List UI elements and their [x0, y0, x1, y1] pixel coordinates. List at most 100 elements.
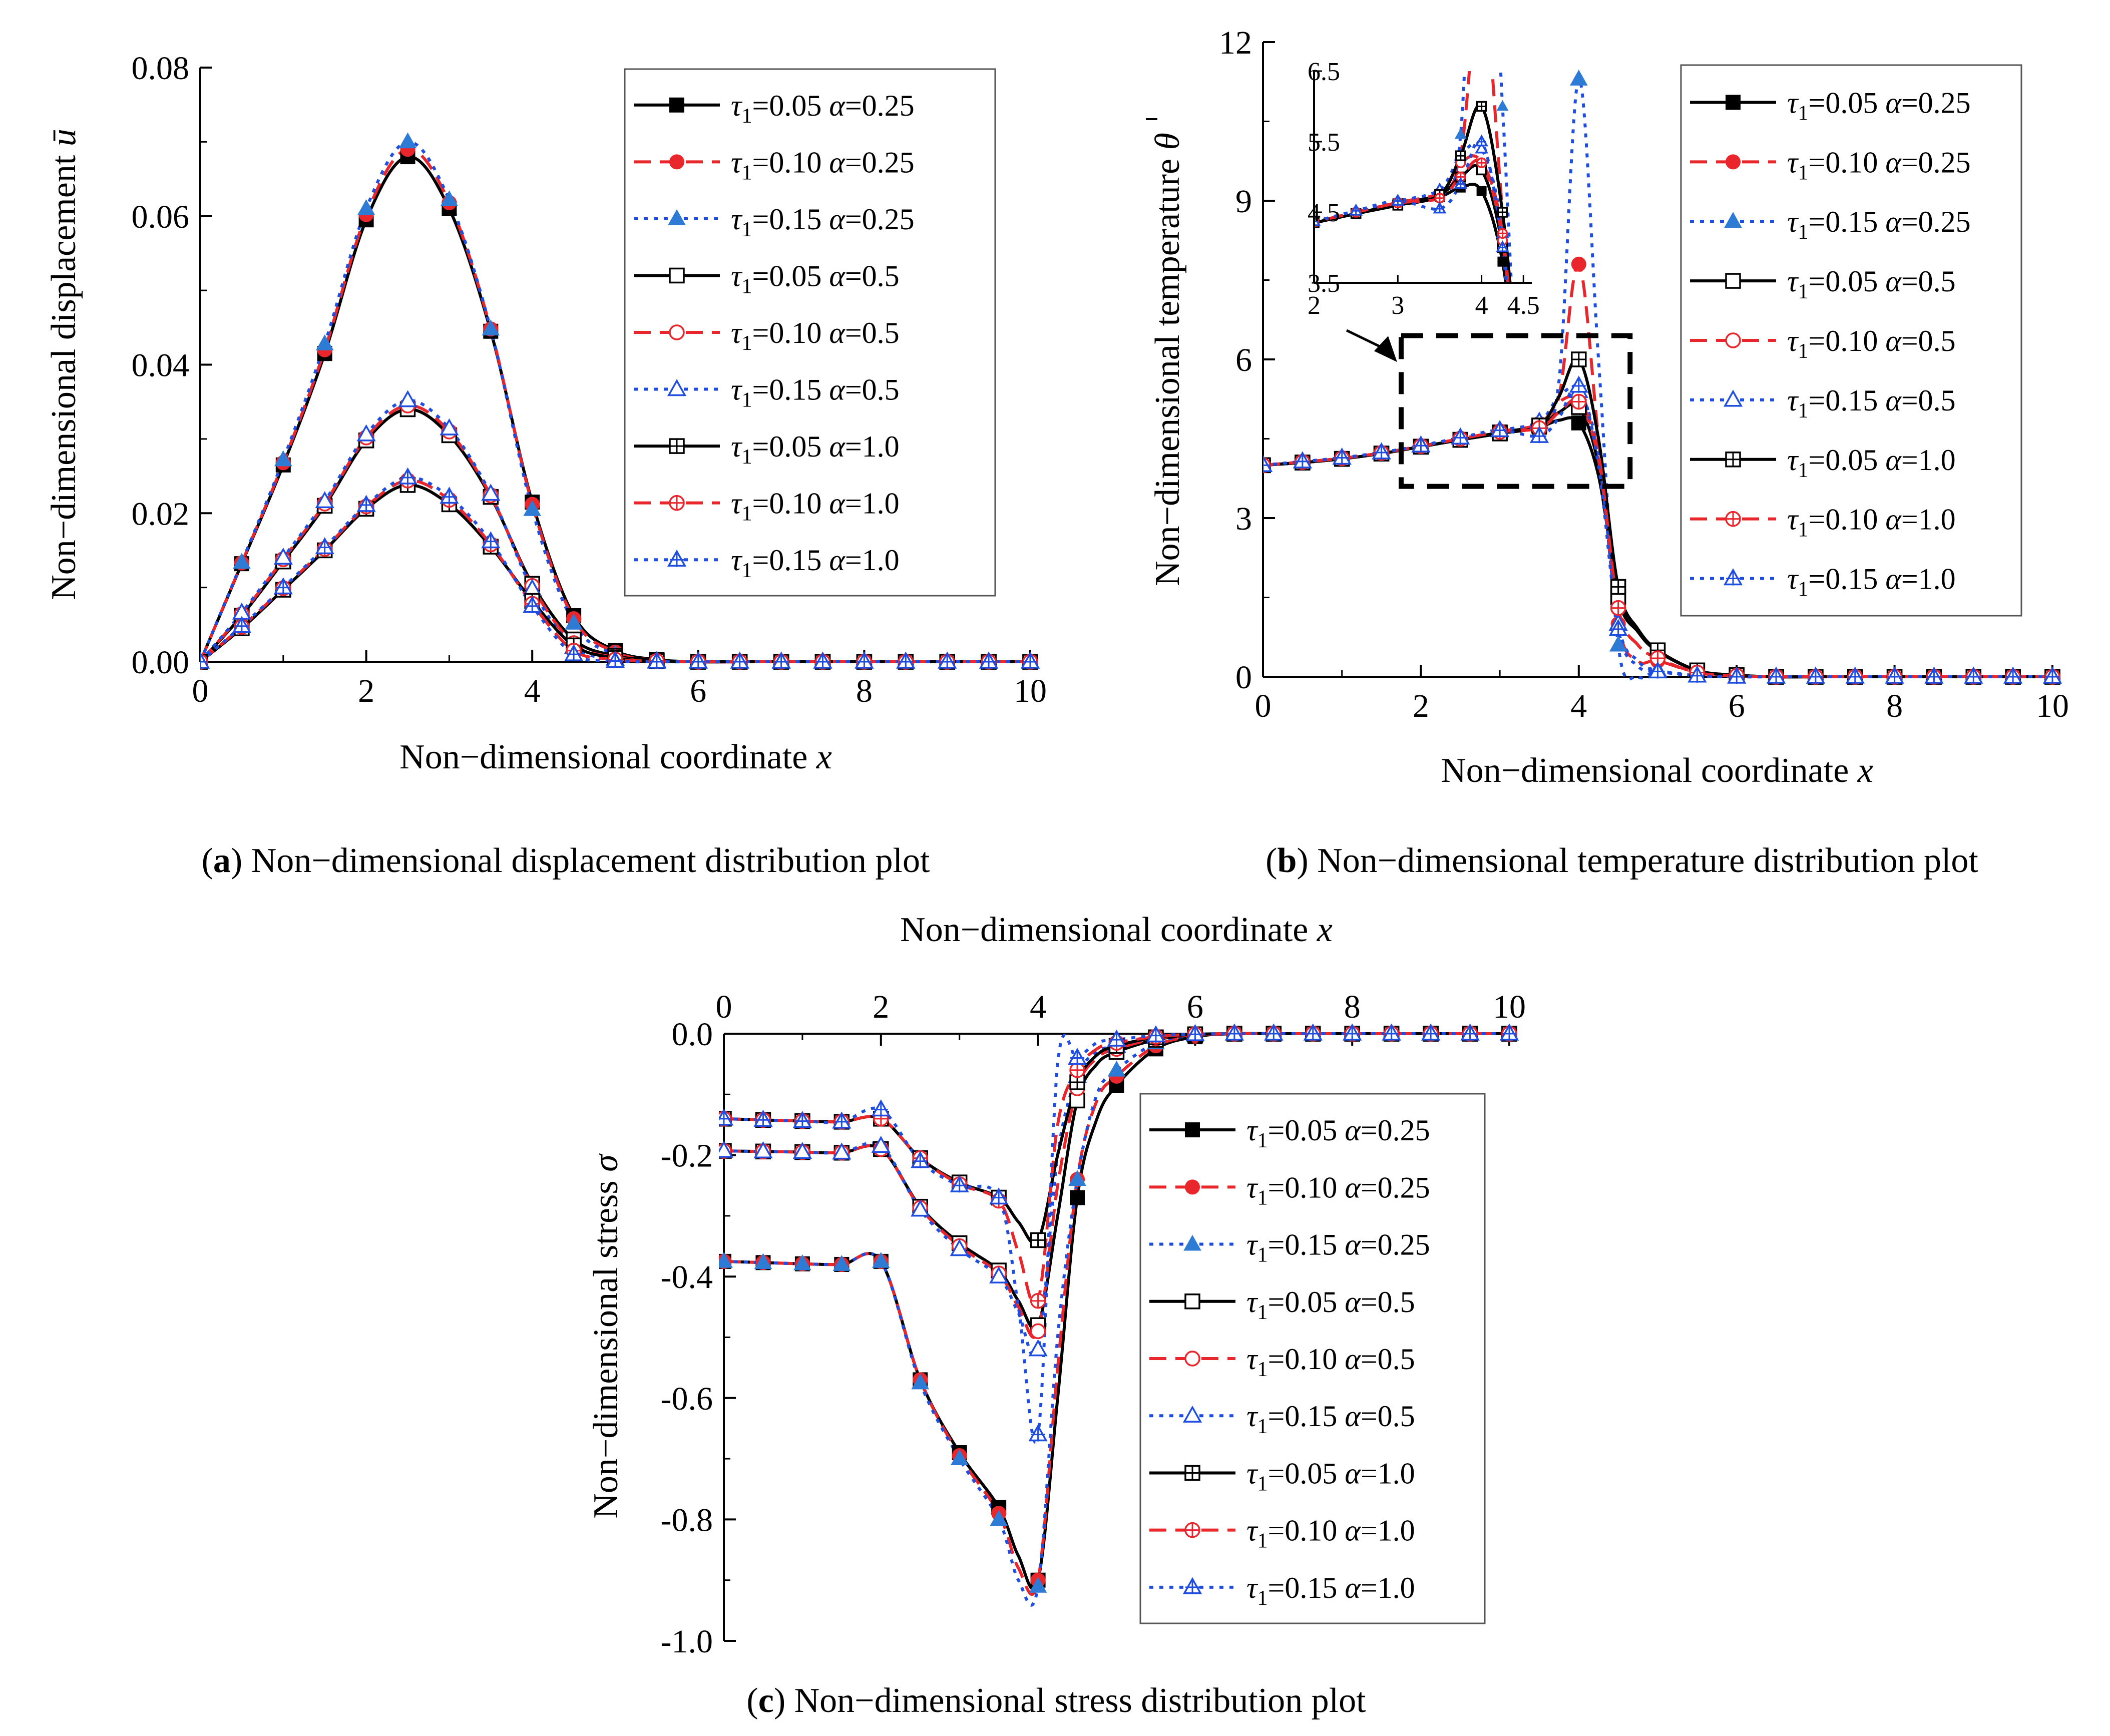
marker-triangle-filled — [357, 199, 375, 215]
legend-alpha-value: =0.25 — [845, 146, 915, 179]
y-axis-label-text: Non−dimensional temperature — [1148, 150, 1187, 586]
x-tick-label: 6 — [1187, 989, 1203, 1025]
y-tick-label: 0.04 — [132, 347, 190, 384]
marker-triangle-filled — [274, 450, 292, 467]
y-axis-label: Non−dimensional displacement ū — [45, 129, 83, 600]
legend-tau-value: =0.05 — [1268, 1285, 1345, 1319]
legend-alpha-symbol: α — [1345, 1571, 1361, 1604]
legend-alpha-value: =1.0 — [1361, 1457, 1415, 1490]
legend-item-2: τ1=0.10 α=0.25 — [1149, 1171, 1430, 1209]
legend-alpha-value: =0.25 — [1361, 1228, 1430, 1261]
x-tick-label: 0 — [192, 673, 209, 709]
legend-alpha-symbol: α — [829, 203, 846, 236]
legend-tau-symbol: τ — [1787, 324, 1799, 357]
legend-tau-subscript: 1 — [1798, 399, 1808, 422]
legend-tau-symbol: τ — [1246, 1171, 1258, 1204]
legend-tau-subscript: 1 — [741, 161, 752, 184]
legend-tau-symbol: τ — [731, 544, 743, 577]
marker-square-filled — [1497, 256, 1508, 267]
legend-alpha-symbol: α — [1885, 146, 1902, 179]
legend-tau-value: =0.05 — [752, 259, 829, 292]
legend-item-3: τ1=0.15 α=0.25 — [1690, 205, 1971, 244]
legend-tau-subscript: 1 — [741, 559, 752, 582]
marker-triangle-filled — [872, 1252, 890, 1268]
legend-item-7: τ1=0.05 α=1.0 — [1690, 444, 1956, 482]
inset-y-tick-label: 3.5 — [1308, 269, 1340, 298]
legend-tau-value: =0.05 — [1808, 444, 1885, 477]
legend-label: τ1=0.05 α=0.5 — [1787, 265, 1956, 303]
legend-item-4: τ1=0.05 α=0.5 — [634, 259, 900, 298]
marker-triangle-filled — [523, 500, 542, 516]
marker-circle-filled — [1571, 256, 1586, 272]
y-axis-variable: ū — [45, 129, 83, 146]
legend-tau-value: =0.15 — [1268, 1571, 1345, 1604]
legend-tau-subscript: 1 — [741, 105, 752, 128]
series-group — [719, 1024, 1519, 1607]
marker-triangle-filled — [233, 553, 251, 569]
x-tick-label: 0 — [716, 989, 732, 1025]
legend-alpha-symbol: α — [829, 316, 846, 349]
caption-letter: b — [1277, 841, 1297, 880]
caption-close: ) — [231, 841, 251, 880]
legend-item-7: τ1=0.05 α=1.0 — [1149, 1457, 1415, 1495]
caption-letter: a — [213, 841, 231, 880]
marker-triangle-open — [753, 1141, 773, 1158]
x-axis-label: Non−dimensional coordinate x — [1441, 751, 1873, 790]
x-tick-label: 4 — [1030, 989, 1046, 1025]
marker-triangle-filled — [565, 614, 583, 630]
legend-alpha-value: =0.25 — [1901, 86, 1971, 119]
legend-alpha-symbol: α — [1345, 1343, 1361, 1376]
marker-triangle-filled — [668, 209, 686, 225]
marker-triangle-cross — [1314, 214, 1321, 226]
x-tick-label: 2 — [358, 673, 374, 709]
legend-alpha-value: =0.5 — [845, 316, 900, 349]
legend-tau-subscript: 1 — [741, 503, 752, 526]
legend-label: τ1=0.05 α=1.0 — [1246, 1457, 1415, 1495]
legend-tau-symbol: τ — [1787, 444, 1799, 477]
legend-label: τ1=0.10 α=1.0 — [1787, 503, 1956, 542]
legend-tau-value: =0.10 — [1268, 1171, 1345, 1204]
legend-tau-symbol: τ — [731, 203, 743, 236]
x-tick-label: 10 — [1014, 673, 1047, 709]
legend-alpha-symbol: α — [1345, 1285, 1361, 1319]
legend-label: τ1=0.05 α=1.0 — [1787, 444, 1956, 482]
y-axis-label-text: Non−dimensional stress — [587, 1172, 625, 1519]
legend-item-6: τ1=0.15 α=0.5 — [1690, 384, 1956, 422]
caption-close: ) — [774, 1681, 794, 1720]
marker-triangle-filled — [1454, 128, 1467, 139]
series-line-9 — [723, 1032, 1509, 1444]
marker-triangle-open — [315, 491, 334, 509]
y-axis-variable: θ — [1148, 133, 1187, 150]
legend-tau-symbol: τ — [731, 373, 743, 406]
legend-tau-subscript: 1 — [741, 275, 752, 298]
legend-alpha-value: =0.25 — [1901, 146, 1971, 179]
legend-item-7: τ1=0.05 α=1.0 — [634, 430, 900, 469]
legend-item-3: τ1=0.15 α=0.25 — [634, 203, 915, 241]
legend-tau-symbol: τ — [1246, 1400, 1258, 1433]
marker-triangle-open — [792, 1142, 812, 1159]
x-tick-label: 2 — [1413, 688, 1429, 724]
legend-tau-subscript: 1 — [1798, 340, 1808, 363]
legend-tau-subscript: 1 — [1257, 1186, 1268, 1209]
legend-item-1: τ1=0.05 α=0.25 — [1149, 1114, 1430, 1152]
marker-triangle-open — [1028, 1339, 1048, 1357]
x-axis-label: Non−dimensional coordinate x — [399, 738, 832, 776]
legend-tau-symbol: τ — [731, 316, 743, 349]
legend-item-1: τ1=0.05 α=0.25 — [1690, 86, 1971, 125]
legend-alpha-symbol: α — [1885, 384, 1902, 417]
legend-item-5: τ1=0.10 α=0.5 — [1149, 1343, 1415, 1381]
legend-tau-subscript: 1 — [1257, 1129, 1268, 1152]
legend-tau-value: =0.15 — [752, 373, 829, 406]
legend-alpha-symbol: α — [829, 146, 846, 179]
caption-text: Non−dimensional stress distribution plot — [794, 1681, 1366, 1720]
legend-item-5: τ1=0.10 α=0.5 — [634, 316, 900, 355]
legend-tau-symbol: τ — [1246, 1228, 1258, 1261]
legend-alpha-value: =1.0 — [845, 544, 900, 577]
marker-triangle-filled — [398, 132, 417, 149]
marker-square-filled — [1571, 415, 1586, 430]
legend-tau-symbol: τ — [731, 430, 743, 463]
legend-tau-symbol: τ — [1787, 205, 1799, 238]
legend-alpha-symbol: α — [1345, 1457, 1361, 1490]
